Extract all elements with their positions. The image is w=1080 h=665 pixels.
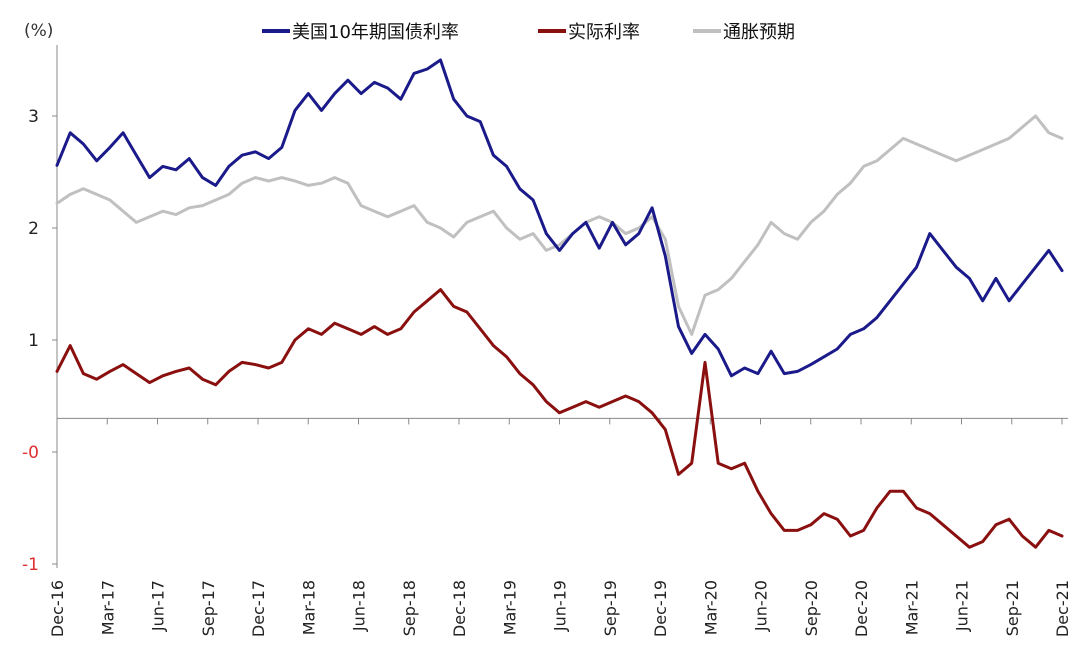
x-tick-label: Dec-16: [48, 580, 67, 637]
legend: 美国10年期国债利率 实际利率 通胀预期: [262, 22, 795, 43]
x-tick-label: Sep-18: [400, 580, 419, 636]
series-line-2: [55, 114, 1064, 336]
x-tick-label: Jun-20: [752, 580, 771, 632]
x-tick-label: Jun-17: [149, 580, 168, 632]
x-ticks: Dec-16 Mar-17 Jun-17 Sep-17 Dec-17 Mar-18 Jun-…: [48, 418, 1072, 637]
x-tick-label: Jun-18: [350, 580, 369, 632]
legend-label-1: 实际利率: [568, 22, 640, 43]
x-tick-label: Mar-20: [701, 580, 720, 635]
x-tick-label: Mar-21: [902, 580, 921, 635]
series-group: [55, 58, 1064, 549]
x-tick-label: Sep-21: [1003, 580, 1022, 636]
y-ticks: 3 2 1 -0 -1: [22, 107, 57, 575]
x-tick-label: Sep-17: [199, 580, 218, 636]
x-tick-label: Mar-19: [500, 580, 519, 635]
x-tick-label: Dec-19: [651, 580, 670, 637]
x-tick-label: Dec-17: [249, 580, 268, 637]
x-tick-label: Sep-20: [802, 580, 821, 636]
x-tick-label: Dec-20: [852, 580, 871, 637]
x-tick-label: Jun-21: [953, 580, 972, 632]
legend-label-0: 美国10年期国债利率: [292, 22, 459, 43]
y-tick-label: 2: [28, 219, 39, 239]
x-tick-label: Dec-18: [450, 580, 469, 637]
unit-label: (%): [24, 21, 53, 41]
x-tick-label: Mar-18: [299, 580, 318, 635]
series-line-1: [55, 288, 1064, 549]
y-tick-label: 1: [28, 331, 39, 351]
y-tick-label: -0: [22, 443, 39, 463]
x-tick-label: Jun-19: [551, 580, 570, 632]
x-tick-label: Sep-19: [601, 580, 620, 636]
legend-label-2: 通胀预期: [723, 22, 795, 43]
series-line-0: [55, 58, 1064, 378]
y-tick-label: -1: [22, 555, 39, 575]
x-tick-label: Dec-21: [1053, 580, 1072, 637]
y-tick-label: 3: [28, 107, 39, 127]
x-tick-label: Mar-17: [98, 580, 117, 635]
